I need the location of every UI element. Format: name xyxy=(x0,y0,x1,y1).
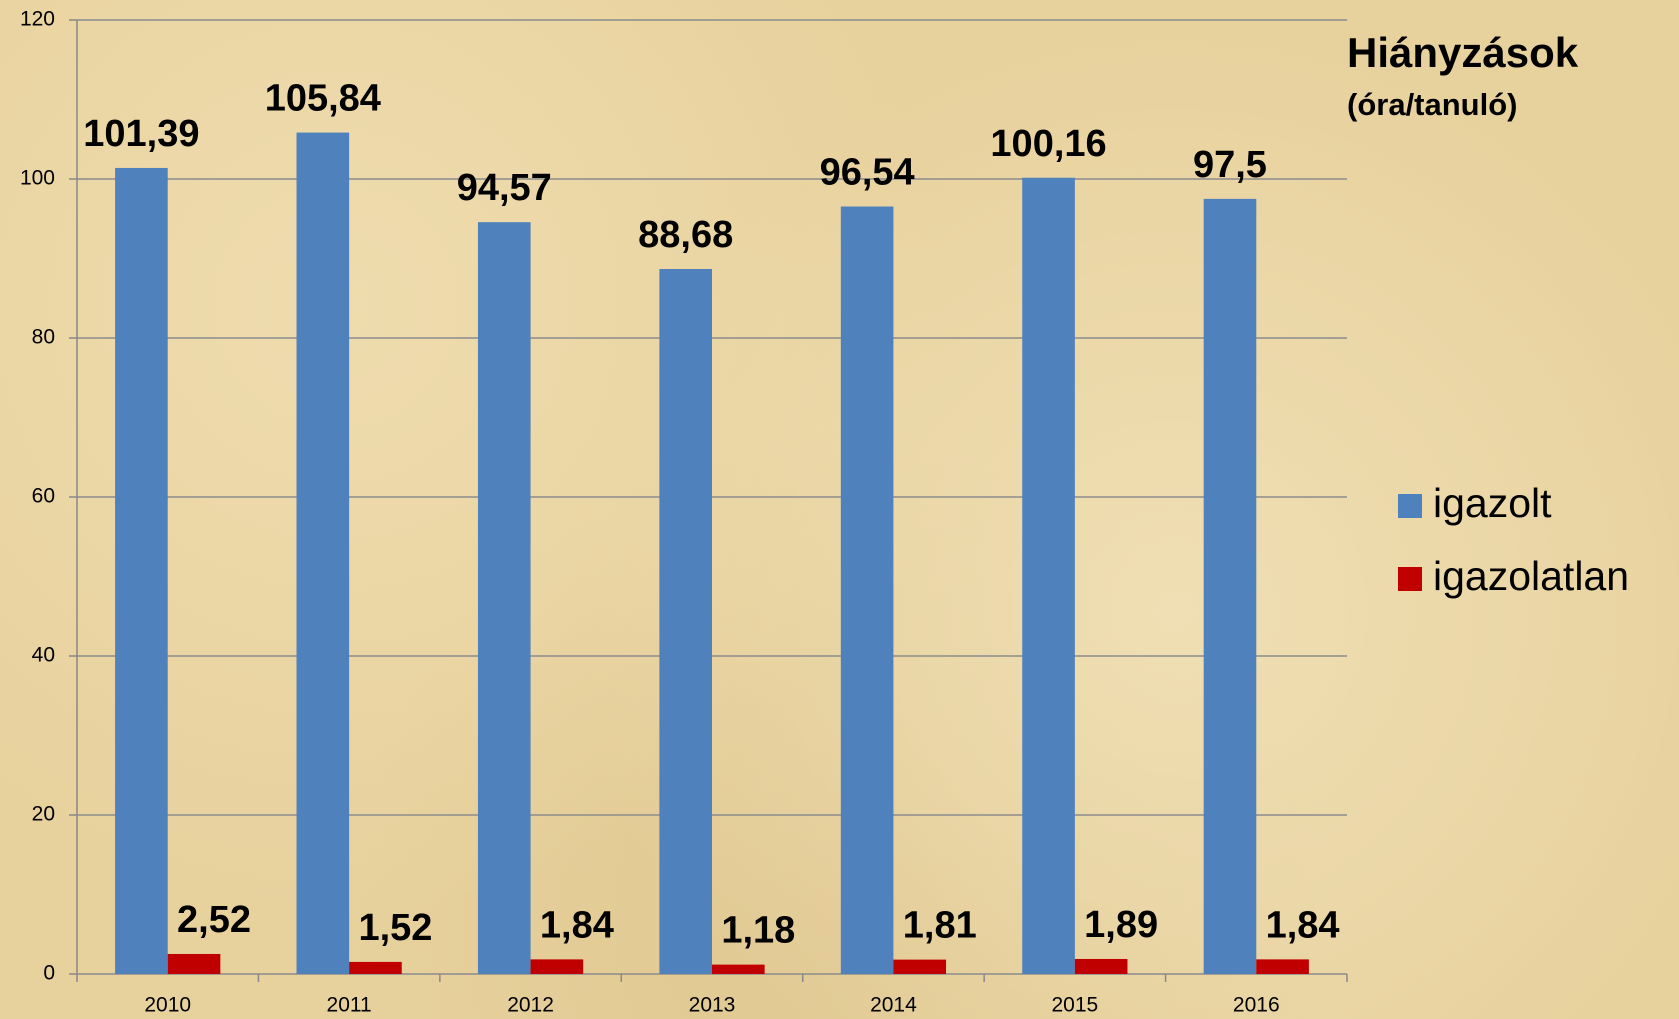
bar xyxy=(296,132,350,974)
x-tick-label: 2011 xyxy=(327,994,372,1017)
data-label: 101,39 xyxy=(83,113,199,155)
bar xyxy=(659,268,712,974)
y-tick-label: 100 xyxy=(20,167,55,190)
legend-label: igazolt xyxy=(1433,480,1552,526)
bar xyxy=(1022,177,1075,974)
bar xyxy=(893,959,947,974)
legend-swatch xyxy=(1398,494,1422,518)
chart-title: Hiányzások xyxy=(1347,29,1579,76)
data-label: 1,84 xyxy=(540,904,614,946)
bar xyxy=(115,167,168,975)
bar xyxy=(477,222,531,974)
bar xyxy=(349,961,402,974)
data-label: 2,52 xyxy=(177,899,251,941)
y-tick-label: 0 xyxy=(43,962,55,985)
data-label: 1,84 xyxy=(1266,904,1340,946)
data-label: 94,57 xyxy=(457,167,552,209)
data-label: 1,18 xyxy=(721,910,795,952)
bar xyxy=(712,964,765,974)
chart-subtitle: (óra/tanuló) xyxy=(1347,87,1518,122)
y-tick-label: 80 xyxy=(32,326,55,349)
y-tick-label: 60 xyxy=(32,485,55,508)
x-tick-label: 2014 xyxy=(870,994,917,1017)
data-label: 1,81 xyxy=(903,905,977,947)
y-tick-label: 40 xyxy=(32,644,55,667)
x-tick-label: 2015 xyxy=(1051,994,1098,1017)
legend-swatch xyxy=(1398,567,1422,591)
x-tick-label: 2016 xyxy=(1233,994,1280,1017)
data-label: 88,68 xyxy=(638,214,733,256)
bar xyxy=(1074,958,1128,974)
data-label: 1,89 xyxy=(1084,904,1158,946)
bar xyxy=(1256,959,1309,974)
y-tick-label: 120 xyxy=(20,8,55,31)
bar xyxy=(167,953,221,974)
data-label: 105,84 xyxy=(265,78,381,120)
x-tick-label: 2013 xyxy=(689,994,736,1017)
bar xyxy=(530,959,584,974)
data-label: 100,16 xyxy=(990,123,1106,165)
bar xyxy=(1203,198,1257,974)
legend-label: igazolatlan xyxy=(1433,553,1629,599)
data-label: 1,52 xyxy=(358,907,432,949)
bar xyxy=(840,206,894,974)
data-label: 97,5 xyxy=(1193,144,1267,186)
x-tick-label: 2010 xyxy=(144,994,191,1017)
x-tick-label: 2012 xyxy=(507,994,554,1017)
data-label: 96,54 xyxy=(820,152,915,194)
y-tick-label: 20 xyxy=(32,803,55,826)
